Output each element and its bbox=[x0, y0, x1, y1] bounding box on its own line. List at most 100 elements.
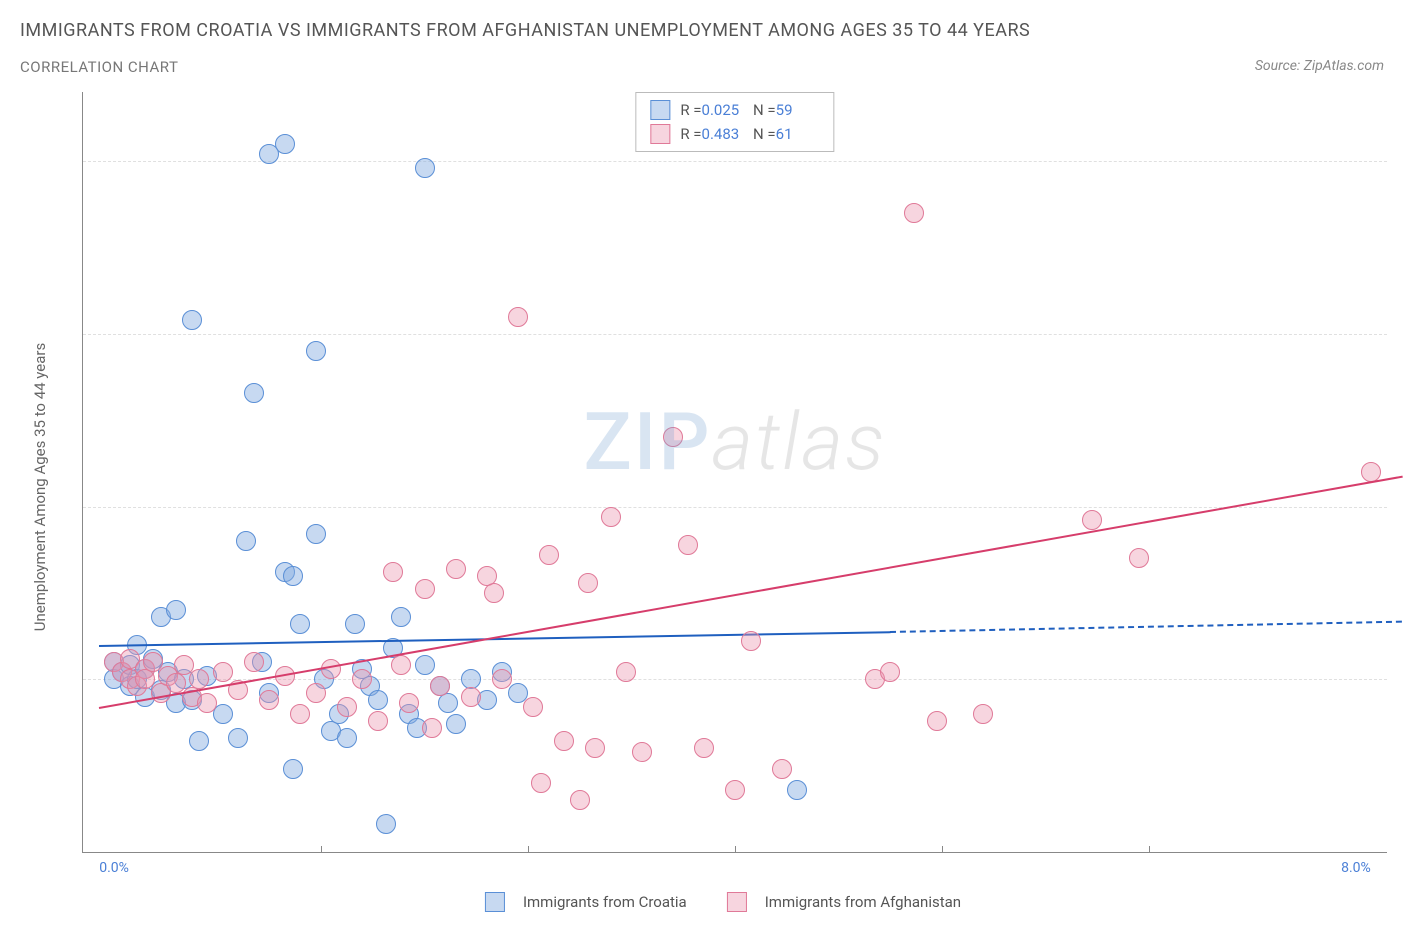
scatter-point-afghanistan bbox=[632, 742, 652, 762]
x-minor-tick bbox=[942, 846, 943, 852]
scatter-point-croatia bbox=[415, 655, 435, 675]
scatter-point-afghanistan bbox=[415, 579, 435, 599]
legend-item-afghanistan: Immigrants from Afghanistan bbox=[727, 892, 961, 912]
scatter-point-afghanistan bbox=[290, 704, 310, 724]
scatter-point-afghanistan bbox=[368, 711, 388, 731]
scatter-point-afghanistan bbox=[461, 687, 481, 707]
legend-item-croatia: Immigrants from Croatia bbox=[485, 892, 687, 912]
scatter-point-afghanistan bbox=[531, 773, 551, 793]
scatter-point-afghanistan bbox=[772, 759, 792, 779]
scatter-point-croatia bbox=[391, 607, 411, 627]
scatter-point-afghanistan bbox=[601, 507, 621, 527]
scatter-point-afghanistan bbox=[189, 669, 209, 689]
swatch-afghanistan-icon bbox=[727, 892, 747, 912]
page-title: IMMIGRANTS FROM CROATIA VS IMMIGRANTS FR… bbox=[20, 20, 1030, 41]
scatter-point-afghanistan bbox=[492, 669, 512, 689]
scatter-point-afghanistan bbox=[663, 427, 683, 447]
scatter-point-croatia bbox=[306, 341, 326, 361]
scatter-point-afghanistan bbox=[616, 662, 636, 682]
scatter-point-croatia bbox=[283, 759, 303, 779]
scatter-point-afghanistan bbox=[539, 545, 559, 565]
scatter-point-afghanistan bbox=[904, 203, 924, 223]
stats-row-croatia: R = 0.025 N = 59 bbox=[650, 98, 819, 122]
swatch-croatia bbox=[650, 100, 670, 120]
scatter-point-croatia bbox=[306, 524, 326, 544]
gridline bbox=[83, 161, 1387, 162]
scatter-point-croatia bbox=[446, 714, 466, 734]
plot-area: ZIPatlas R = 0.025 N = 59 R = 0.483 N = … bbox=[82, 92, 1387, 853]
scatter-point-croatia bbox=[345, 614, 365, 634]
scatter-point-croatia bbox=[283, 566, 303, 586]
stats-row-afghanistan: R = 0.483 N = 61 bbox=[650, 122, 819, 146]
swatch-afghanistan bbox=[650, 124, 670, 144]
scatter-point-afghanistan bbox=[523, 697, 543, 717]
scatter-point-afghanistan bbox=[741, 631, 761, 651]
y-tick-label: 15.0% bbox=[1393, 326, 1406, 342]
scatter-point-croatia bbox=[368, 690, 388, 710]
x-minor-tick bbox=[735, 846, 736, 852]
correlation-chart: Unemployment Among Ages 35 to 44 years Z… bbox=[58, 92, 1388, 882]
watermark: ZIPatlas bbox=[584, 395, 887, 489]
x-minor-tick bbox=[1149, 846, 1150, 852]
y-tick-label: 10.0% bbox=[1393, 499, 1406, 515]
legend-label-croatia: Immigrants from Croatia bbox=[523, 893, 687, 911]
scatter-point-afghanistan bbox=[585, 738, 605, 758]
scatter-point-afghanistan bbox=[391, 655, 411, 675]
scatter-point-afghanistan bbox=[1129, 548, 1149, 568]
scatter-point-afghanistan bbox=[578, 573, 598, 593]
stats-legend: R = 0.025 N = 59 R = 0.483 N = 61 bbox=[635, 92, 834, 152]
scatter-point-afghanistan bbox=[399, 693, 419, 713]
scatter-point-croatia bbox=[787, 780, 807, 800]
scatter-point-afghanistan bbox=[694, 738, 714, 758]
scatter-point-croatia bbox=[236, 531, 256, 551]
n-afghanistan: 61 bbox=[776, 122, 820, 146]
scatter-point-afghanistan bbox=[259, 690, 279, 710]
y-tick-label: 20.0% bbox=[1393, 153, 1406, 169]
scatter-point-afghanistan bbox=[973, 704, 993, 724]
page-subtitle: CORRELATION CHART bbox=[20, 58, 178, 76]
x-tick-label: 0.0% bbox=[99, 860, 129, 876]
scatter-point-croatia bbox=[376, 814, 396, 834]
r-croatia: 0.025 bbox=[702, 98, 746, 122]
legend-label-afghanistan: Immigrants from Afghanistan bbox=[765, 893, 961, 911]
scatter-point-afghanistan bbox=[1082, 510, 1102, 530]
gridline bbox=[83, 507, 1387, 508]
scatter-point-croatia bbox=[275, 134, 295, 154]
scatter-point-afghanistan bbox=[213, 662, 233, 682]
scatter-point-afghanistan bbox=[446, 559, 466, 579]
scatter-point-afghanistan bbox=[197, 693, 217, 713]
scatter-point-afghanistan bbox=[570, 790, 590, 810]
gridline bbox=[83, 334, 1387, 335]
source-label: Source: ZipAtlas.com bbox=[1255, 58, 1384, 74]
scatter-point-afghanistan bbox=[337, 697, 357, 717]
scatter-point-afghanistan bbox=[422, 718, 442, 738]
x-tick-label: 8.0% bbox=[1341, 860, 1371, 876]
scatter-point-croatia bbox=[228, 728, 248, 748]
n-croatia: 59 bbox=[776, 98, 820, 122]
x-minor-tick bbox=[528, 846, 529, 852]
trend-line bbox=[98, 475, 1402, 708]
scatter-point-croatia bbox=[438, 693, 458, 713]
series-legend: Immigrants from Croatia Immigrants from … bbox=[485, 892, 961, 912]
y-axis-label: Unemployment Among Ages 35 to 44 years bbox=[31, 343, 49, 631]
scatter-point-croatia bbox=[244, 383, 264, 403]
scatter-point-croatia bbox=[189, 731, 209, 751]
y-tick-label: 5.0% bbox=[1393, 671, 1406, 687]
trend-line bbox=[890, 621, 1402, 633]
scatter-point-afghanistan bbox=[678, 535, 698, 555]
scatter-point-croatia bbox=[166, 600, 186, 620]
scatter-point-afghanistan bbox=[430, 676, 450, 696]
scatter-point-afghanistan bbox=[244, 652, 264, 672]
scatter-point-afghanistan bbox=[352, 669, 372, 689]
scatter-point-afghanistan bbox=[880, 662, 900, 682]
r-afghanistan: 0.483 bbox=[702, 122, 746, 146]
scatter-point-croatia bbox=[337, 728, 357, 748]
watermark-atlas: atlas bbox=[711, 395, 886, 489]
scatter-point-croatia bbox=[290, 614, 310, 634]
scatter-point-afghanistan bbox=[383, 562, 403, 582]
watermark-zip: ZIP bbox=[584, 395, 712, 489]
scatter-point-croatia bbox=[182, 310, 202, 330]
scatter-point-afghanistan bbox=[927, 711, 947, 731]
scatter-point-afghanistan bbox=[508, 307, 528, 327]
scatter-point-croatia bbox=[415, 158, 435, 178]
